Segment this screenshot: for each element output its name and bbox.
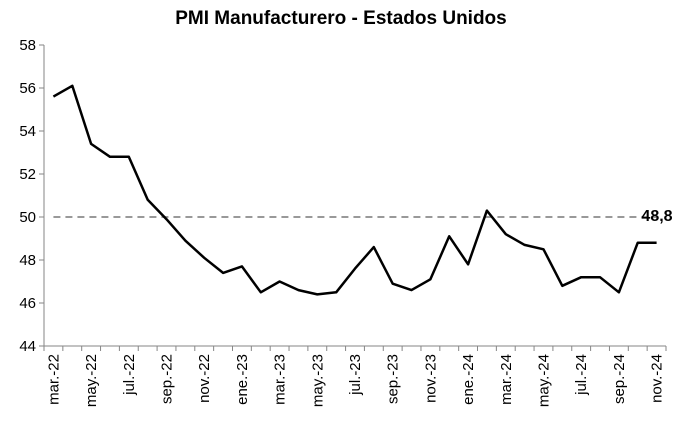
data-point bbox=[523, 244, 525, 246]
data-point bbox=[561, 285, 563, 287]
data-point bbox=[90, 143, 92, 145]
y-tick-label: 50 bbox=[19, 209, 36, 226]
x-tick-label: sep.-22 bbox=[159, 354, 176, 404]
y-tick-label: 54 bbox=[19, 123, 36, 140]
x-tick-label: mar.-23 bbox=[272, 354, 289, 405]
x-tick-label: mar.-24 bbox=[498, 354, 515, 405]
data-point bbox=[505, 233, 507, 235]
x-tick-label: nov.-22 bbox=[196, 354, 213, 403]
data-point bbox=[618, 291, 620, 293]
data-point bbox=[165, 218, 167, 220]
y-axis: 44 46 48 50 52 54 56 58 bbox=[19, 37, 45, 355]
data-point bbox=[128, 156, 130, 158]
series-pmi bbox=[52, 84, 657, 296]
data-point bbox=[222, 272, 224, 274]
x-axis: mar.-22 may.-22 jul.-22 sep.-22 nov.-22 ene.-… bbox=[43, 345, 667, 407]
data-point bbox=[467, 263, 469, 265]
x-tick-label: mar.-22 bbox=[45, 354, 62, 405]
x-tick-label: may.-22 bbox=[83, 354, 100, 407]
data-point bbox=[655, 242, 657, 244]
data-point bbox=[297, 289, 299, 291]
x-tick-label: sep.-24 bbox=[611, 354, 628, 404]
series-line bbox=[52, 84, 657, 296]
data-point bbox=[580, 276, 582, 278]
data-point bbox=[241, 265, 243, 267]
end-value-label: 48,8 bbox=[641, 208, 672, 225]
data-labels: 48,8 bbox=[641, 208, 672, 225]
x-tick-label: nov.-23 bbox=[422, 354, 439, 403]
data-point bbox=[429, 278, 431, 280]
data-point bbox=[486, 209, 488, 211]
data-point bbox=[335, 291, 337, 293]
data-point bbox=[354, 267, 356, 269]
data-point bbox=[391, 282, 393, 284]
y-tick-label: 52 bbox=[19, 166, 36, 183]
data-point bbox=[146, 199, 148, 201]
data-point bbox=[278, 280, 280, 282]
x-tick-label: may.-23 bbox=[309, 354, 326, 407]
data-point bbox=[542, 248, 544, 250]
x-tick-label: jul.-22 bbox=[121, 354, 138, 396]
x-tick-label: ene.-24 bbox=[460, 354, 477, 405]
data-point bbox=[599, 276, 601, 278]
x-tick-label: jul.-23 bbox=[347, 354, 364, 396]
y-tick-label: 56 bbox=[19, 80, 36, 97]
data-point bbox=[184, 239, 186, 241]
data-point bbox=[203, 257, 205, 259]
data-point bbox=[448, 235, 450, 237]
data-point bbox=[109, 156, 111, 158]
y-tick-label: 48 bbox=[19, 252, 36, 269]
y-tick-label: 58 bbox=[19, 37, 36, 54]
x-tick-label: nov.-24 bbox=[649, 354, 666, 403]
data-point bbox=[316, 293, 318, 295]
data-point bbox=[260, 291, 262, 293]
x-tick-label: ene.-23 bbox=[234, 354, 251, 405]
chart-title: PMI Manufacturero - Estados Unidos bbox=[175, 8, 507, 29]
y-tick-label: 46 bbox=[19, 295, 36, 312]
x-tick-label: sep.-23 bbox=[385, 354, 402, 404]
y-tick-label: 44 bbox=[19, 338, 36, 355]
data-point bbox=[637, 242, 639, 244]
data-point bbox=[410, 289, 412, 291]
data-point bbox=[52, 95, 54, 97]
data-point bbox=[71, 85, 73, 87]
data-point bbox=[373, 246, 375, 248]
x-tick-label: may.-24 bbox=[535, 354, 552, 407]
x-tick-label: jul.-24 bbox=[573, 354, 590, 396]
